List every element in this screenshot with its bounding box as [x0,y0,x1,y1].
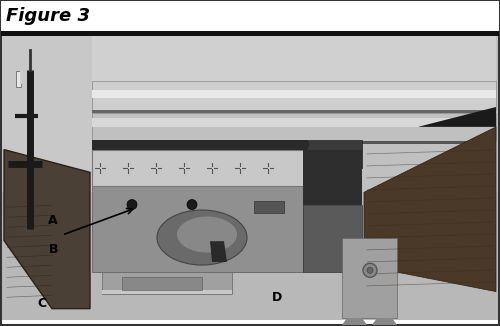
Ellipse shape [177,216,237,253]
Bar [16,71,21,87]
Polygon shape [342,318,367,325]
Polygon shape [4,150,90,309]
Bar [92,142,352,147]
Circle shape [187,200,197,210]
Bar [342,239,397,318]
Bar [92,36,496,87]
Polygon shape [210,241,227,262]
Bar [254,201,284,213]
Bar [1,1,499,31]
Bar [302,150,362,204]
Bar [1,31,499,36]
Bar [308,140,362,168]
Polygon shape [372,318,397,325]
Bar [92,118,496,127]
Text: B: B [48,243,58,256]
Text: C: C [37,297,46,310]
Text: A: A [48,214,58,227]
Bar [122,277,202,290]
Bar [92,186,302,272]
Bar [302,204,362,272]
Polygon shape [364,127,496,291]
Bar [92,110,496,113]
Bar [2,36,498,320]
Bar [2,36,250,192]
Bar [20,70,23,84]
Polygon shape [418,107,496,127]
Circle shape [367,267,373,273]
Bar [250,36,498,192]
Bar [102,290,232,294]
Circle shape [363,263,377,277]
Circle shape [127,200,137,210]
Bar [92,150,308,186]
Bar [92,141,496,144]
Ellipse shape [157,210,247,265]
Bar [92,82,496,110]
Bar [102,272,232,294]
Bar [92,113,496,141]
Text: Figure 3: Figure 3 [6,7,90,25]
Bar [92,90,496,98]
Text: D: D [272,291,282,304]
Bar [92,140,308,150]
